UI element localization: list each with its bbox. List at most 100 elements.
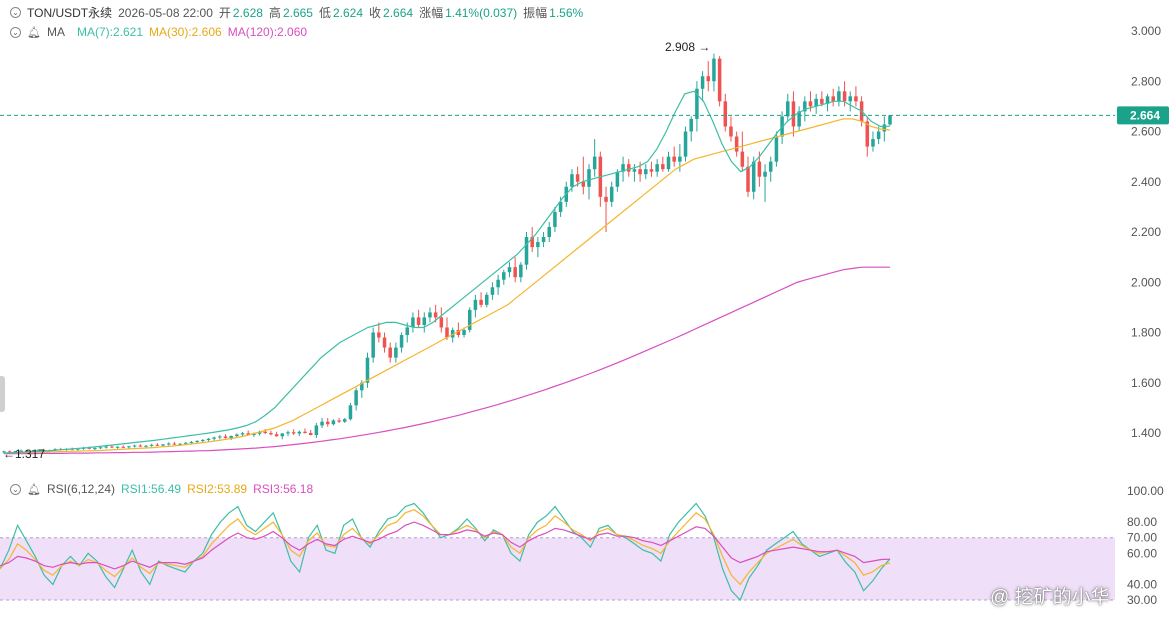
high-label: 高 xyxy=(268,6,281,20)
candle-body xyxy=(797,111,801,127)
candle-body xyxy=(405,327,410,336)
candle-body xyxy=(632,169,637,172)
candle-body xyxy=(803,101,807,112)
amp-label: 振幅 xyxy=(523,6,548,20)
candle-body xyxy=(388,347,392,358)
collapse-icon[interactable]: ⌄ xyxy=(10,26,21,38)
candle-body xyxy=(604,196,608,202)
price-tick-label: 2.800 xyxy=(1131,74,1161,88)
bell-icon[interactable]: 🔔︎ xyxy=(27,26,41,39)
candle-body xyxy=(450,329,455,338)
ma7-line xyxy=(3,90,891,454)
open-label: 开 xyxy=(218,6,231,20)
candle-body xyxy=(746,166,750,192)
candle-body xyxy=(36,450,40,452)
candle-body xyxy=(871,139,875,147)
candle-body xyxy=(547,226,551,238)
candle-body xyxy=(683,131,688,157)
candle-body xyxy=(7,451,12,453)
candle-body xyxy=(360,382,364,391)
open-value: 2.628 xyxy=(232,5,263,20)
candle-body xyxy=(235,434,239,437)
ma30-line xyxy=(3,118,891,454)
candle-body xyxy=(155,444,160,446)
candle-body xyxy=(626,164,631,172)
candle-body xyxy=(530,237,534,248)
high-value: 2.665 xyxy=(282,5,313,20)
rsi-band xyxy=(0,537,1115,600)
candle-body xyxy=(104,446,108,448)
candle-body xyxy=(13,451,18,453)
datetime: 2026-05-08 22:00 xyxy=(118,5,213,20)
price-tick-label: 1.800 xyxy=(1131,326,1161,340)
max-price-label: 2.908 → xyxy=(665,40,710,54)
rsi-row: ⌄ 🔔︎ RSI(6,12,24) RSI1:56.49 RSI2:53.89 … xyxy=(0,482,319,496)
candle-body xyxy=(757,161,762,177)
candle-body xyxy=(348,405,353,420)
rsi-label[interactable]: RSI(6,12,24) xyxy=(46,482,116,496)
candle-body xyxy=(24,450,29,452)
candle-body xyxy=(246,433,250,436)
candle-body xyxy=(325,421,330,425)
collapse-icon[interactable]: ⌄ xyxy=(10,483,21,495)
candle-body xyxy=(337,420,341,422)
rsi-tick-label: 70.00 xyxy=(1127,531,1157,545)
candle-body xyxy=(399,335,404,348)
candle-body xyxy=(484,294,489,305)
ma7-label: MA(7):2.621 xyxy=(76,25,143,39)
candle-body xyxy=(274,434,279,437)
candle-body xyxy=(206,438,211,441)
candle-body xyxy=(377,332,381,338)
candle-body xyxy=(439,317,444,328)
candle-body xyxy=(814,98,818,107)
close-value: 2.664 xyxy=(383,5,414,20)
candle-body xyxy=(320,421,324,426)
candle-body xyxy=(751,161,756,192)
candle-body xyxy=(382,337,387,348)
candle-body xyxy=(291,432,296,434)
candle-body xyxy=(615,171,620,187)
candle-body xyxy=(649,169,654,172)
header-row: ⌄ TON/USDT永续 2026-05-08 22:00 开 2.628 高 … xyxy=(0,4,589,21)
collapse-icon[interactable]: ⌄ xyxy=(10,7,21,18)
bell-icon[interactable]: 🔔︎ xyxy=(27,483,41,496)
rsi-tick-label: 80.00 xyxy=(1127,515,1157,529)
change-label: 涨幅 xyxy=(419,6,444,20)
candle-body xyxy=(183,442,188,444)
candle-body xyxy=(365,357,370,383)
price-tick-label: 1.600 xyxy=(1131,376,1161,390)
candle-body xyxy=(132,445,137,447)
candle-body xyxy=(888,115,892,125)
candle-body xyxy=(740,151,745,167)
close-label: 收 xyxy=(369,6,382,20)
candle-body xyxy=(837,91,841,102)
symbol-title: TON/USDT永续 xyxy=(27,6,113,20)
last-price-label: 2.664 xyxy=(1130,108,1160,122)
candle-body xyxy=(661,164,665,170)
candle-body xyxy=(416,317,421,325)
candle-body xyxy=(263,431,268,433)
candle-body xyxy=(445,327,449,338)
candle-body xyxy=(201,440,205,442)
candle-body xyxy=(502,272,506,280)
candle-body xyxy=(689,118,693,132)
candle-body xyxy=(172,443,177,445)
candle-body xyxy=(280,433,285,437)
candle-body xyxy=(2,451,6,453)
ma-label[interactable]: MA xyxy=(46,25,65,39)
candle-body xyxy=(820,98,824,104)
min-price-label: ←1.317 xyxy=(3,447,45,461)
candle-body xyxy=(831,96,835,102)
candle-body xyxy=(76,448,80,450)
candle-body xyxy=(240,433,245,435)
candle-body xyxy=(98,447,103,449)
candle-body xyxy=(513,267,517,278)
candle-body xyxy=(411,317,415,328)
candle-body xyxy=(786,101,790,117)
candle-body xyxy=(257,431,262,434)
candle-body xyxy=(700,76,705,89)
panel-resize-handle[interactable] xyxy=(0,376,5,412)
price-tick-label: 1.400 xyxy=(1131,426,1161,440)
candle-body xyxy=(308,433,313,436)
